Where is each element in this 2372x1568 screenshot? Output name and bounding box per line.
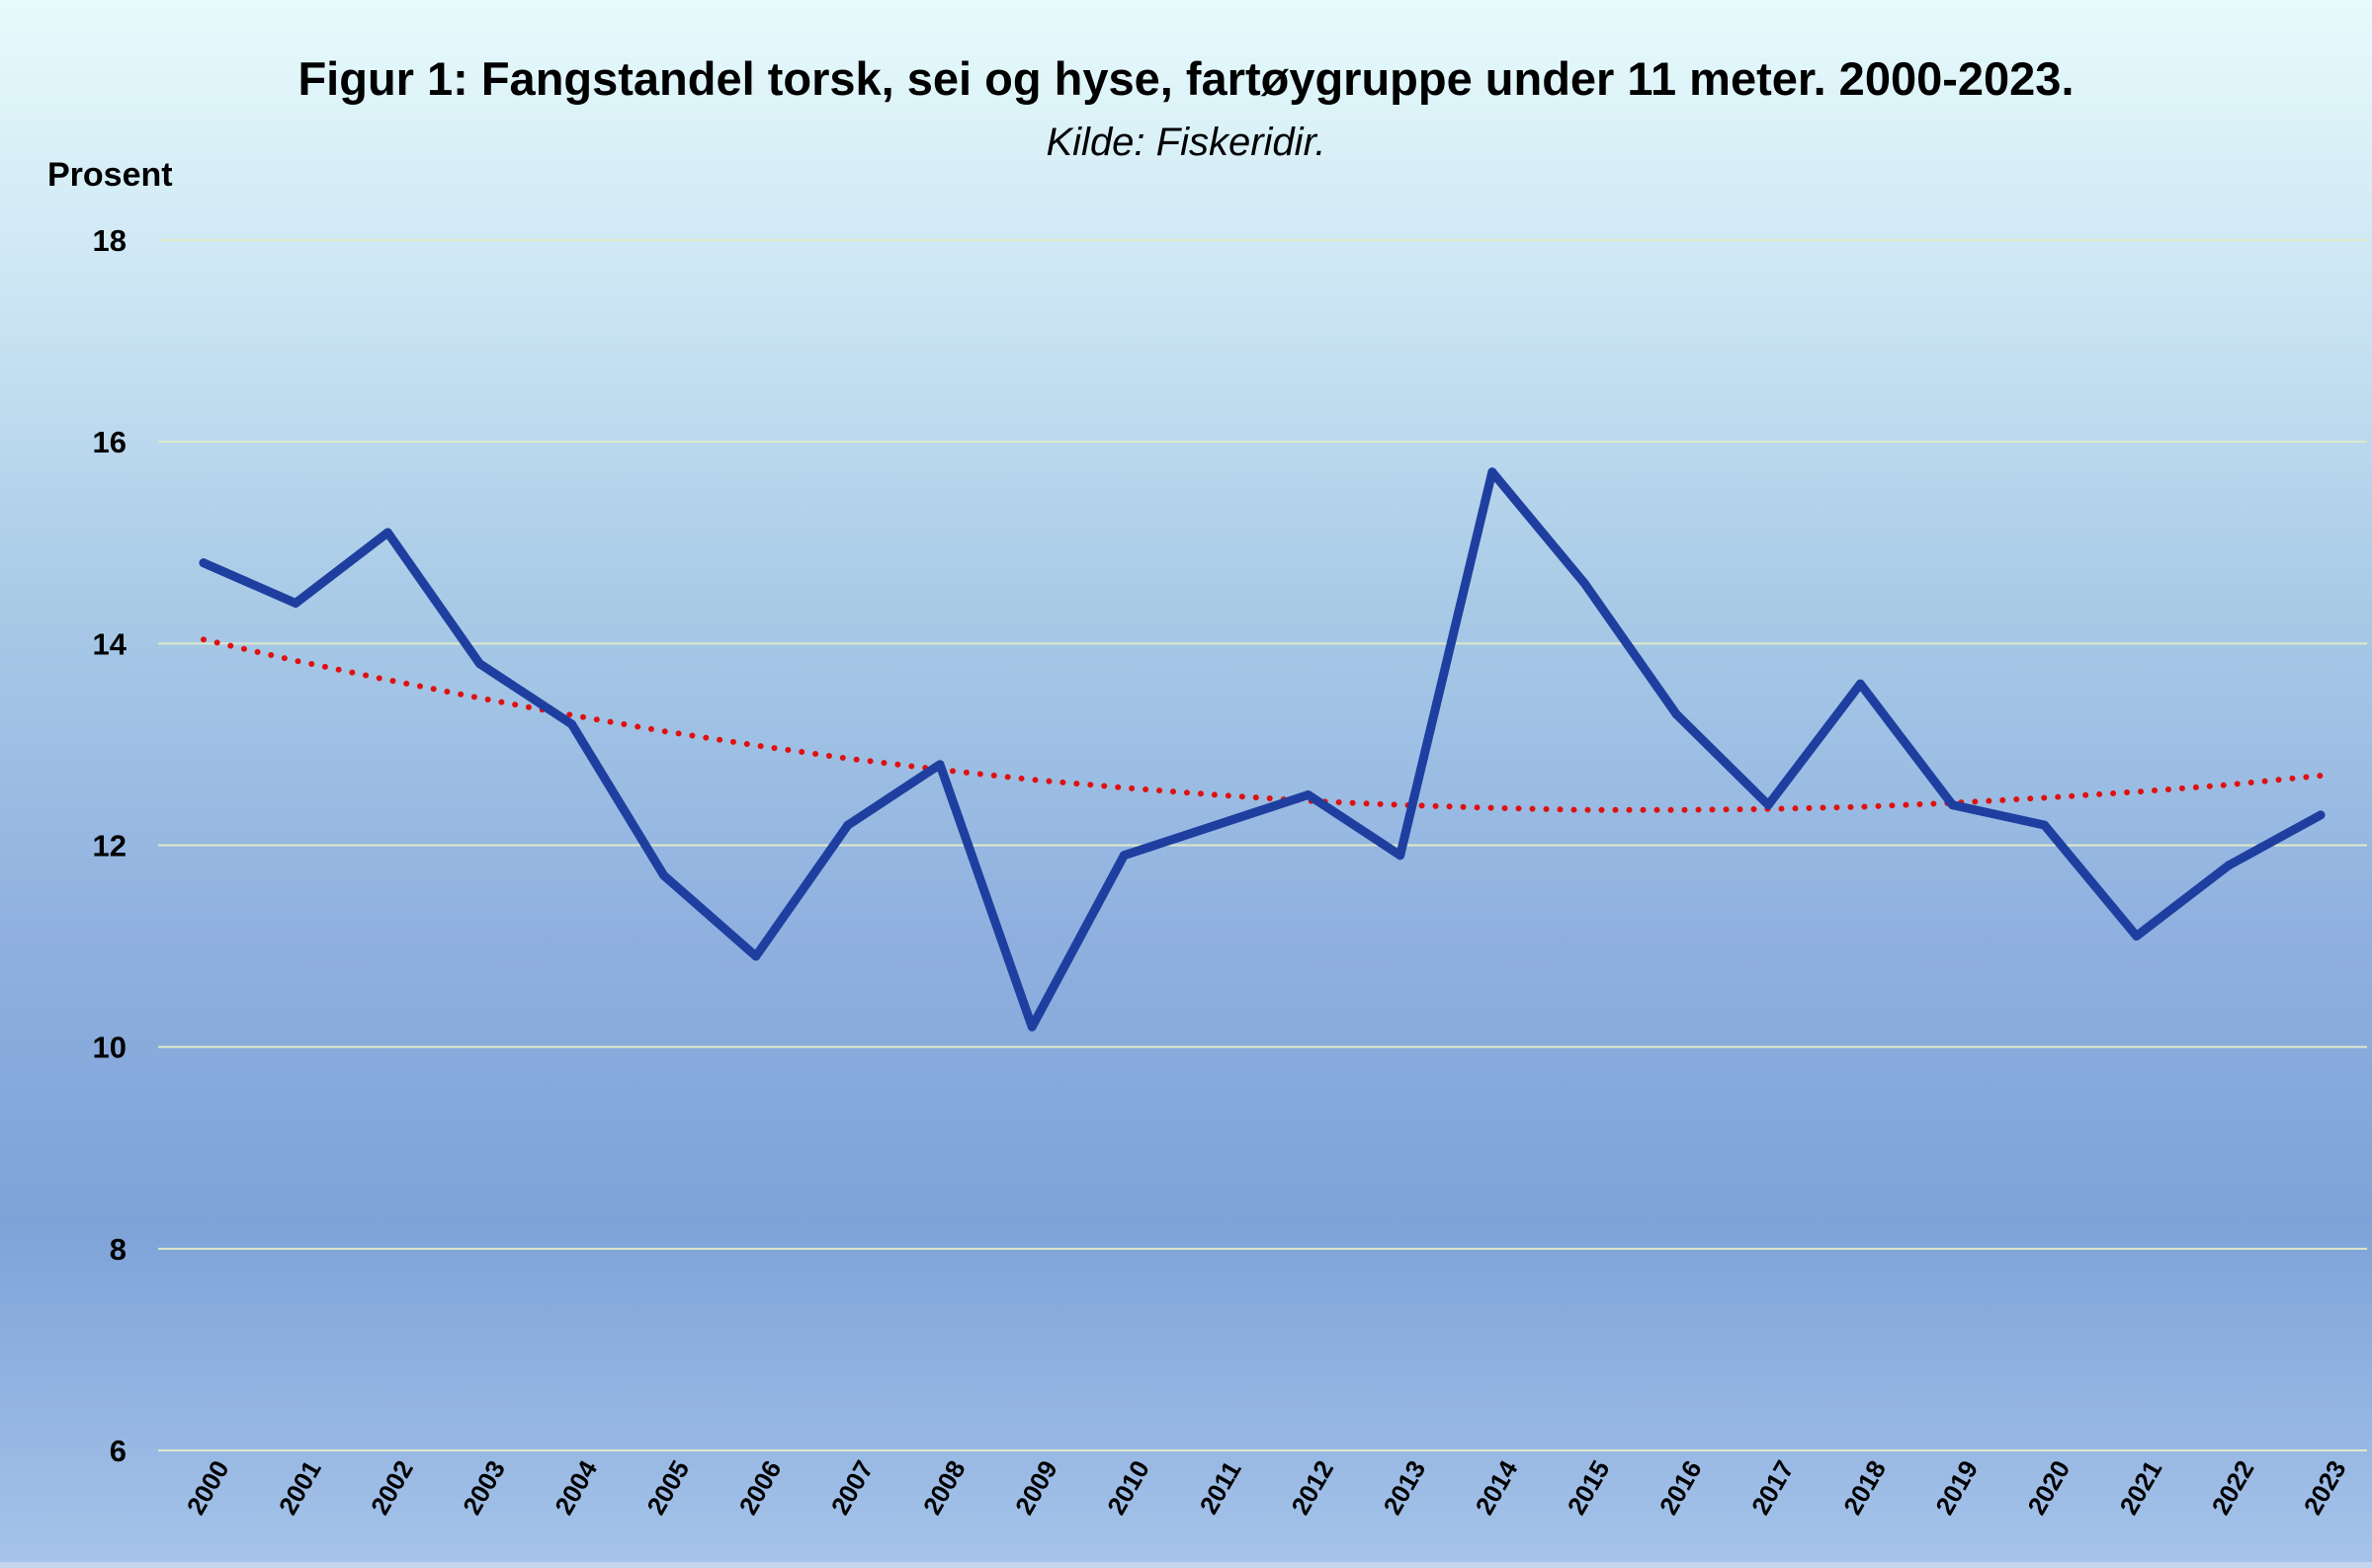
x-tick-label: 2019: [1929, 1455, 1984, 1520]
data-point: [1211, 820, 1221, 830]
data-point: [1396, 851, 1405, 861]
y-tick-label: 10: [93, 1031, 127, 1065]
data-point: [382, 528, 392, 537]
data-point: [843, 820, 853, 830]
x-tick-label: 2012: [1285, 1455, 1339, 1520]
series-line: [199, 467, 2326, 1032]
data-point: [1304, 789, 1313, 799]
y-tick-label: 6: [110, 1434, 127, 1468]
x-tick-label: 2003: [457, 1455, 511, 1520]
y-tick-label: 8: [110, 1232, 127, 1267]
data-point: [1579, 578, 1589, 588]
x-tick-label: 2006: [733, 1455, 788, 1520]
x-tick-label: 2001: [273, 1455, 327, 1520]
y-axis-label: Prosent: [47, 156, 173, 194]
data-point: [659, 870, 669, 880]
data-point: [199, 558, 209, 568]
x-tick-label: 2022: [2206, 1455, 2260, 1520]
x-tick-label: 2021: [2113, 1455, 2167, 1520]
x-tick-label: 2004: [549, 1454, 603, 1520]
x-tick-label: 2008: [917, 1455, 972, 1520]
x-tick-label: 2016: [1653, 1455, 1708, 1520]
data-point: [1119, 851, 1129, 861]
data-point: [291, 599, 300, 608]
y-tick-label: 14: [93, 626, 127, 661]
gridlines: [158, 239, 2367, 1451]
y-axis-ticks: 6 8 10 12 14 16 18: [93, 223, 127, 1468]
y-tick-label: 12: [93, 829, 127, 864]
data-point: [935, 760, 945, 770]
data-point: [1763, 800, 1773, 810]
data-point: [2040, 820, 2050, 830]
data-point: [1855, 679, 1865, 689]
x-tick-label: 2017: [1745, 1455, 1800, 1520]
x-tick-label: 2018: [1837, 1455, 1892, 1520]
x-axis-ticks: 2000 2001 2002 2003 2004 2005 2006 2007 2008 2009…: [181, 1454, 2352, 1520]
x-tick-label: 2002: [365, 1455, 419, 1520]
chart-subtitle: Kilde: Fiskeridir.: [1046, 121, 1326, 164]
x-tick-label: 2009: [1009, 1455, 1063, 1520]
data-point: [2316, 810, 2326, 820]
data-point: [2224, 861, 2234, 870]
data-point: [751, 951, 761, 961]
data-point: [1947, 800, 1957, 810]
x-tick-label: 2005: [640, 1455, 695, 1520]
data-point: [1027, 1022, 1037, 1032]
data-point: [567, 719, 577, 729]
data-point: [1671, 709, 1681, 719]
x-tick-label: 2011: [1194, 1456, 1247, 1520]
chart-bottom-border: [0, 1562, 2372, 1568]
x-tick-label: 2023: [2298, 1455, 2352, 1520]
data-point: [474, 659, 484, 669]
x-tick-label: 2000: [181, 1455, 235, 1520]
chart-title: Figur 1: Fangstandel torsk, sei og hyse,…: [297, 52, 2075, 105]
y-tick-label: 18: [93, 223, 127, 258]
y-tick-label: 16: [93, 425, 127, 459]
data-point: [1487, 467, 1497, 477]
x-tick-label: 2015: [1562, 1455, 1616, 1520]
data-point: [2132, 931, 2142, 941]
x-tick-label: 2013: [1377, 1455, 1431, 1520]
x-tick-label: 2007: [825, 1455, 880, 1520]
x-tick-label: 2020: [2021, 1455, 2076, 1520]
series-lines: [199, 467, 2326, 1032]
trend-line: [201, 636, 2324, 813]
x-tick-label: 2010: [1101, 1455, 1155, 1520]
x-tick-label: 2014: [1470, 1454, 1524, 1520]
